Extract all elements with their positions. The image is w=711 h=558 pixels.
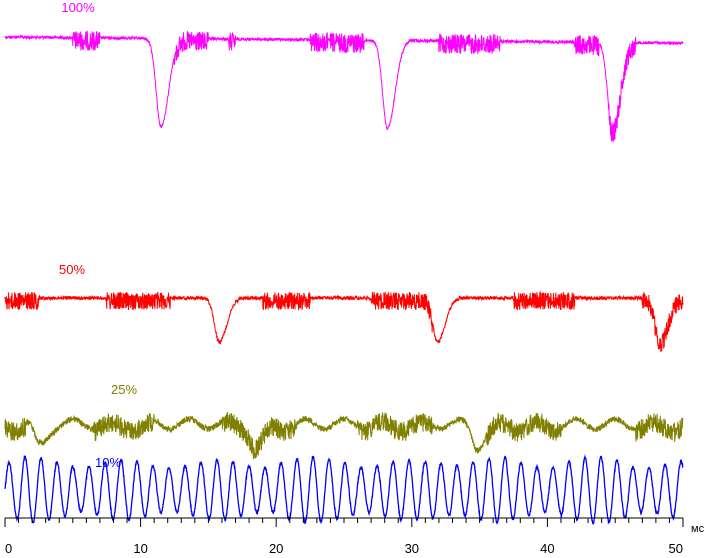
x-tick-label: 30 bbox=[405, 541, 419, 556]
series-line-25pct bbox=[4, 412, 684, 459]
series-label-100pct: 100% bbox=[61, 0, 95, 15]
x-tick-label: 10 bbox=[133, 541, 147, 556]
x-tick-label: 20 bbox=[269, 541, 283, 556]
series-label-50pct: 50% bbox=[59, 262, 85, 277]
x-axis: 0 10 20 30 40 50 мс bbox=[4, 517, 705, 556]
series-labels: 100% 50% 25% 10% bbox=[59, 0, 137, 470]
x-tick-label: 50 bbox=[669, 541, 683, 556]
series-line-100pct bbox=[4, 30, 684, 143]
x-tick-label: 0 bbox=[5, 541, 12, 556]
series-line-10pct bbox=[4, 454, 684, 525]
x-unit-label: мс bbox=[691, 523, 705, 535]
series-label-25pct: 25% bbox=[111, 382, 137, 397]
traces-layer bbox=[4, 30, 684, 525]
x-tick-label: 40 bbox=[540, 541, 554, 556]
series-label-10pct: 10% bbox=[95, 455, 121, 470]
series-line-50pct bbox=[4, 290, 684, 352]
